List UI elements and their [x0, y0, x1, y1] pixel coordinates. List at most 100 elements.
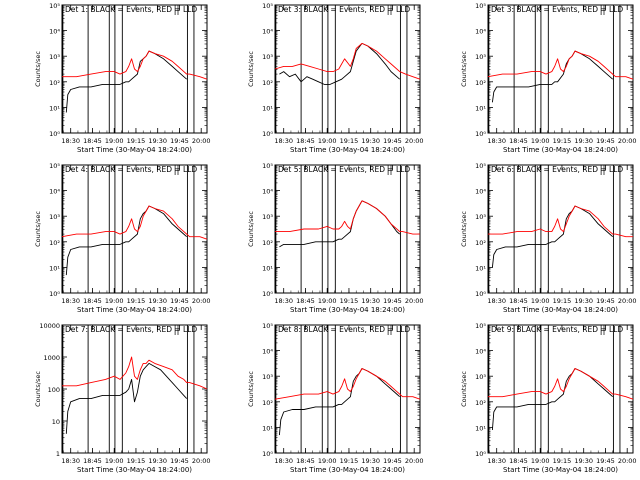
x-tick-label: 19:45 — [596, 297, 615, 305]
x-axis-label: Start Time (30-May-04 18:24:00) — [503, 306, 618, 314]
y-tick-label: 10² — [475, 239, 486, 247]
x-tick-label: 19:00 — [318, 137, 337, 145]
x-tick-label: 19:00 — [105, 457, 124, 465]
panel-title: Det 9: BLACK = Events, RED = LLD — [491, 325, 623, 334]
lld-series-line — [275, 200, 420, 235]
y-tick-label: 10⁵ — [475, 162, 486, 170]
y-tick-label: 10⁴ — [475, 188, 486, 196]
x-tick-label: 19:00 — [318, 297, 337, 305]
x-tick-label: 18:30 — [487, 297, 506, 305]
x-axis-label: Start Time (30-May-04 18:24:00) — [77, 146, 192, 154]
y-tick-label: 10⁴ — [262, 188, 273, 196]
y-tick-label: 10000 — [39, 322, 60, 330]
detector-panel: Det 6: BLACK = Events, RED = LLD 10⁰ 10¹ 10… — [460, 162, 637, 314]
x-tick-label: 19:45 — [170, 457, 189, 465]
x-tick-label: 18:45 — [83, 297, 102, 305]
y-axis-label: Counts/sec — [460, 51, 468, 87]
x-tick-label: 19:45 — [383, 297, 402, 305]
y-tick-label: 10⁰ — [262, 130, 273, 138]
lld-series-line — [488, 368, 634, 400]
y-axis-label: Counts/sec — [247, 371, 255, 407]
x-axis-label: Start Time (30-May-04 18:24:00) — [503, 146, 618, 154]
y-tick-label: 10⁴ — [475, 28, 486, 36]
x-tick-label: 18:30 — [274, 297, 293, 305]
x-tick-label: 19:45 — [596, 457, 615, 465]
plot-frame — [274, 164, 421, 294]
x-tick-label: 19:00 — [531, 137, 550, 145]
x-tick-label: 19:15 — [127, 137, 146, 145]
y-tick-label: 10⁰ — [262, 450, 273, 458]
y-tick-label: 10¹ — [49, 264, 60, 272]
y-tick-label: 10 — [52, 418, 60, 426]
y-tick-label: 10¹ — [475, 424, 486, 432]
events-series-line — [65, 50, 187, 113]
events-series-line — [278, 368, 401, 436]
x-tick-label: 18:30 — [61, 297, 80, 305]
y-tick-label: 10¹ — [475, 264, 486, 272]
y-tick-label: 10³ — [475, 53, 486, 61]
y-tick-label: 10³ — [49, 53, 60, 61]
y-tick-label: 10⁰ — [262, 290, 273, 298]
x-tick-label: 19:45 — [383, 137, 402, 145]
x-tick-label: 19:15 — [553, 457, 572, 465]
events-series-line — [279, 42, 400, 85]
events-series-line — [279, 200, 400, 248]
events-series-line — [491, 368, 614, 431]
x-tick-label: 19:30 — [574, 457, 593, 465]
x-tick-label: 19:30 — [361, 137, 380, 145]
detector-panel: Det 3: BLACK = Events, RED = LLD 10⁰ 10¹ 10… — [247, 2, 424, 154]
x-tick-label: 20:00 — [192, 137, 211, 145]
panel-title: Det 1: BLACK = Events, RED = LLD — [65, 5, 197, 14]
x-tick-label: 19:15 — [340, 137, 359, 145]
y-tick-label: 10² — [262, 239, 273, 247]
x-tick-label: 18:30 — [487, 457, 506, 465]
x-tick-label: 19:00 — [531, 297, 550, 305]
plot-frame — [274, 324, 421, 454]
y-tick-label: 10¹ — [262, 424, 273, 432]
y-tick-label: 10¹ — [475, 104, 486, 112]
x-tick-label: 18:45 — [296, 457, 315, 465]
y-tick-label: 100 — [48, 386, 60, 394]
x-tick-label: 19:00 — [531, 457, 550, 465]
x-tick-label: 19:15 — [340, 297, 359, 305]
y-tick-label: 10² — [262, 399, 273, 407]
y-tick-label: 10⁰ — [475, 450, 486, 458]
y-axis-label: Counts/sec — [460, 371, 468, 407]
lld-series-line — [487, 50, 634, 80]
x-tick-label: 18:30 — [274, 137, 293, 145]
x-tick-label: 18:45 — [83, 137, 102, 145]
y-tick-label: 10⁵ — [262, 322, 273, 330]
y-tick-label: 10³ — [262, 53, 273, 61]
panel-title: Det 4: BLACK = Events, RED = LLD — [65, 165, 197, 174]
detector-panel: Det 1: BLACK = Events, RED = LLD 10⁰ 10¹ 10… — [34, 2, 211, 154]
x-tick-label: 19:30 — [361, 457, 380, 465]
y-tick-label: 10² — [475, 399, 486, 407]
y-tick-label: 10⁵ — [262, 162, 273, 170]
y-axis-label: Counts/sec — [247, 51, 255, 87]
x-tick-label: 19:30 — [148, 297, 167, 305]
x-tick-label: 20:00 — [192, 297, 211, 305]
x-tick-label: 18:45 — [296, 137, 315, 145]
y-axis-label: Counts/sec — [34, 51, 42, 87]
y-tick-label: 10² — [262, 79, 273, 87]
x-tick-label: 18:30 — [61, 457, 80, 465]
plot-frame — [487, 324, 634, 454]
x-axis-label: Start Time (30-May-04 18:24:00) — [290, 306, 405, 314]
detector-panel: Det 7: BLACK = Events, RED = LLD 1 10 100 10… — [34, 322, 211, 474]
y-tick-label: 10⁰ — [49, 290, 60, 298]
y-tick-label: 10¹ — [262, 104, 273, 112]
x-tick-label: 20:00 — [405, 137, 424, 145]
lld-series-line — [274, 42, 421, 80]
x-tick-label: 18:45 — [83, 457, 102, 465]
detector-panel: Det 5: BLACK = Events, RED = LLD 10⁰ 10¹ 10… — [247, 162, 424, 314]
y-tick-label: 10⁴ — [262, 348, 273, 356]
x-axis-label: Start Time (30-May-04 18:24:00) — [290, 146, 405, 154]
y-tick-label: 10⁴ — [475, 348, 486, 356]
plot-frame — [61, 324, 208, 454]
events-series-line — [491, 205, 614, 268]
events-series-line — [65, 205, 188, 276]
x-tick-label: 19:45 — [170, 297, 189, 305]
x-tick-label: 19:45 — [170, 137, 189, 145]
plot-frame — [274, 4, 421, 134]
